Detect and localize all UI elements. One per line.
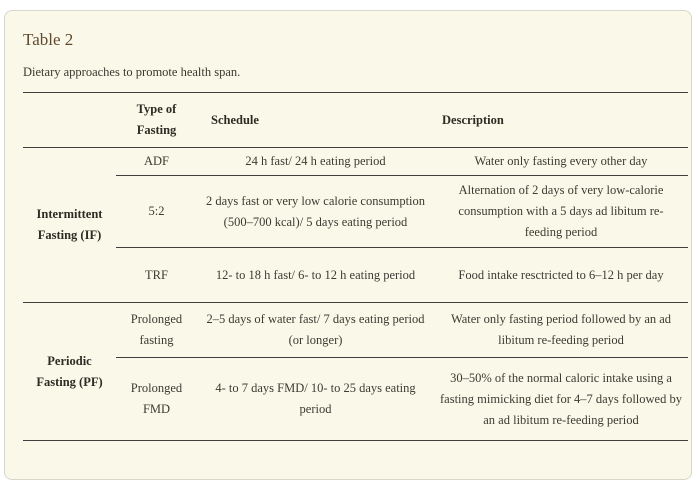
- table-caption: Dietary approaches to promote health spa…: [23, 65, 241, 79]
- table-panel: Table 2 Dietary approaches to promote he…: [4, 10, 692, 480]
- table-row: Periodic Fasting (PF) Prolonged fasting …: [23, 302, 688, 441]
- header-type-of-fasting: Type of Fasting: [116, 92, 197, 148]
- group-label-intermittent-fasting: Intermittent Fasting (IF): [23, 147, 116, 303]
- cell-description: 30–50% of the normal caloric intake usin…: [434, 357, 688, 441]
- cell-description: Food intake resctricted to 6–12 h per da…: [434, 247, 688, 303]
- fasting-table: Type of Fasting Schedule Description Int…: [23, 92, 688, 441]
- table-row: Intermittent Fasting (IF) ADF 24 h fast/…: [23, 147, 688, 303]
- cell-type: Prolonged fasting: [116, 302, 197, 358]
- cell-schedule: 2 days fast or very low calorie consumpt…: [197, 175, 434, 248]
- table-title: Table 2: [23, 30, 74, 49]
- header-description: Description: [434, 92, 688, 148]
- cell-description: Alternation of 2 days of very low-calori…: [434, 175, 688, 248]
- cell-description: Water only fasting every other day: [434, 147, 688, 176]
- table-row: TRF 12- to 18 h fast/ 6- to 12 h eating …: [23, 247, 688, 303]
- cell-schedule: 2–5 days of water fast/ 7 days eating pe…: [197, 302, 434, 358]
- cell-schedule: 4- to 7 days FMD/ 10- to 25 days eating …: [197, 357, 434, 441]
- cell-type: TRF: [116, 247, 197, 303]
- table-header-row: Type of Fasting Schedule Description: [23, 92, 688, 148]
- cell-type: ADF: [116, 147, 197, 176]
- cell-schedule: 24 h fast/ 24 h eating period: [197, 147, 434, 176]
- header-group-spacer: [23, 92, 116, 148]
- cell-type: Prolonged FMD: [116, 357, 197, 441]
- cell-type: 5:2: [116, 175, 197, 248]
- table-row: Prolonged FMD 4- to 7 days FMD/ 10- to 2…: [23, 357, 688, 441]
- group-label-periodic-fasting: Periodic Fasting (PF): [23, 302, 116, 441]
- header-schedule: Schedule: [197, 92, 434, 148]
- cell-schedule: 12- to 18 h fast/ 6- to 12 h eating peri…: [197, 247, 434, 303]
- table-row: 5:2 2 days fast or very low calorie cons…: [23, 175, 688, 248]
- cell-description: Water only fasting period followed by an…: [434, 302, 688, 358]
